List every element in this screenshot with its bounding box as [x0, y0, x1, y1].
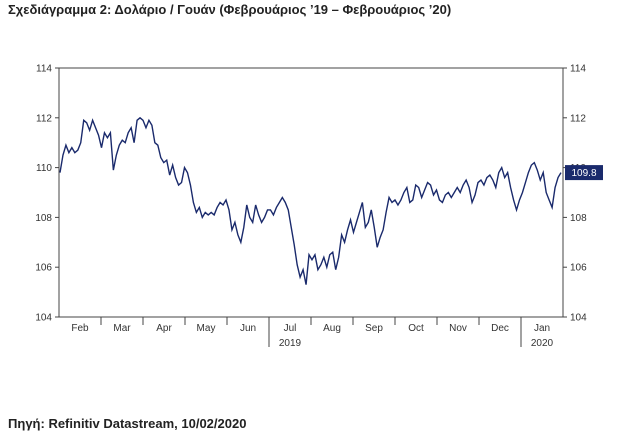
x-year-label: 2020: [531, 338, 554, 349]
y-tick-label-left: 108: [35, 213, 52, 224]
plot-frame: [58, 67, 564, 318]
y-axis-left: 104 106 108 110 112 114: [35, 64, 59, 324]
chart-title: Σχεδιάγραμμα 2: Δολάριο / Γουάν (Φεβρουά…: [8, 2, 452, 17]
x-axis: Feb Mar Apr May Jun Jul Aug Sep Oct Nov Dec Jan 2019…: [71, 317, 554, 349]
x-tick-label: Mar: [113, 323, 131, 334]
y-tick-label-left: 112: [36, 113, 52, 124]
y-tick-label-left: 114: [36, 64, 52, 75]
x-tick-label: Jun: [240, 323, 256, 334]
chart-source: Πηγή: Refinitiv Datastream, 10/02/2020: [8, 416, 247, 431]
x-tick-label: Sep: [365, 323, 383, 334]
y-tick-label-right: 112: [570, 113, 586, 124]
y-tick-label-left: 110: [36, 163, 52, 174]
y-tick-label-right: 114: [570, 64, 586, 75]
y-tick-label-left: 104: [35, 313, 52, 324]
x-tick-label: Oct: [408, 323, 424, 334]
y-tick-label-right: 106: [570, 263, 587, 274]
x-tick-label: Apr: [156, 323, 172, 334]
last-value-label: 109.8: [571, 168, 596, 179]
series-line: [59, 116, 562, 285]
y-tick-label-right: 104: [570, 313, 587, 324]
x-tick-label: Jul: [284, 323, 297, 334]
y-tick-label-left: 106: [35, 263, 52, 274]
x-tick-label: Aug: [323, 323, 341, 334]
y-tick-label-right: 108: [570, 213, 587, 224]
x-tick-label: Jan: [534, 323, 550, 334]
x-tick-label: Nov: [449, 323, 467, 334]
x-tick-label: Dec: [491, 323, 509, 334]
x-tick-label: May: [197, 323, 216, 334]
last-value-badge: 109.8: [565, 165, 603, 181]
x-tick-label: Feb: [71, 323, 89, 334]
x-year-label: 2019: [279, 338, 302, 349]
last-value-box: [565, 165, 603, 181]
